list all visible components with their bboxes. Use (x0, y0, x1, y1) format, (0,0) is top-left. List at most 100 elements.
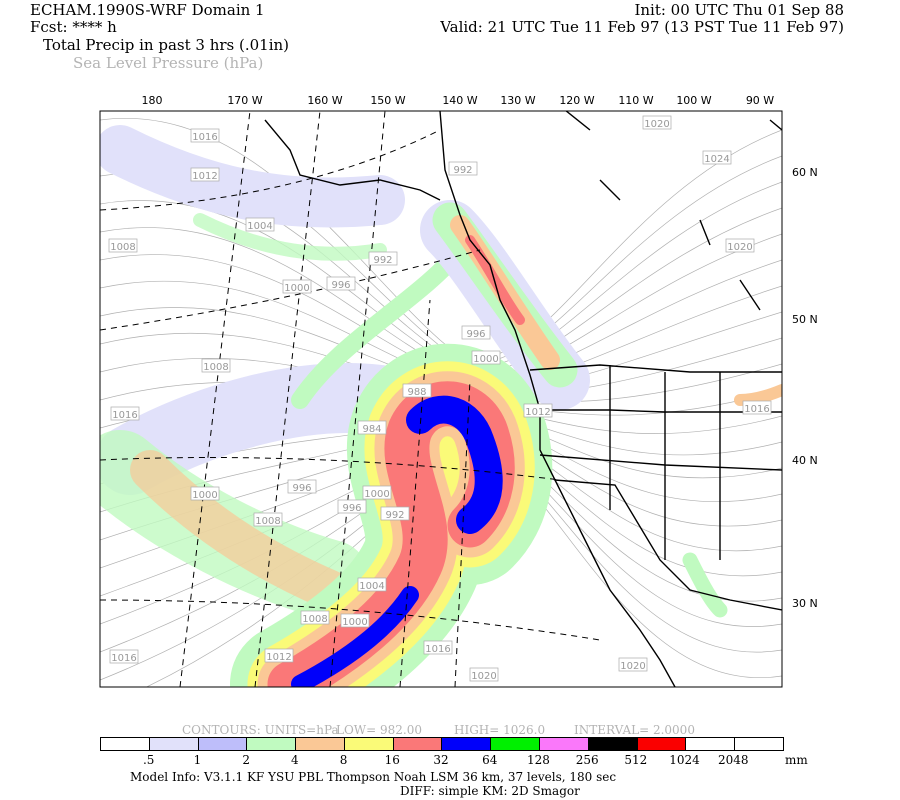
svg-text:1012: 1012 (192, 171, 217, 182)
lon-label: 160 W (307, 94, 342, 107)
pressure-label: 1012 (523, 403, 553, 418)
legend-swatch (491, 738, 541, 750)
legend-label: 128 (526, 753, 550, 767)
pressure-label: 1016 (110, 406, 140, 421)
svg-text:996: 996 (292, 483, 311, 494)
field-precip-label: Total Precip in past 3 hrs (.01in) (43, 36, 290, 54)
legend-swatch (198, 738, 248, 750)
legend-label: 2 (242, 753, 250, 767)
contour-low: LOW= 982.00 (336, 723, 422, 737)
lon-label: 90 W (746, 94, 774, 107)
contour-high: HIGH= 1026.0 (454, 723, 546, 737)
svg-text:1020: 1020 (620, 661, 645, 672)
pressure-label: 988 (402, 383, 432, 398)
legend-unit: mm (785, 753, 808, 767)
svg-text:1012: 1012 (525, 407, 550, 418)
lon-label: 170 W (227, 94, 262, 107)
legend-swatch (540, 738, 589, 750)
pressure-label: 1008 (201, 358, 231, 373)
pressure-label: 992 (448, 161, 478, 176)
pressure-label: 1020 (469, 667, 499, 682)
pressure-label: 1020 (725, 238, 755, 253)
svg-text:984: 984 (362, 424, 381, 435)
legend-label: 64 (482, 753, 498, 767)
precip-color-legend (100, 737, 784, 751)
model-info: Model Info: V3.1.1 KF YSU PBL Thompson N… (130, 770, 617, 784)
legend-swatch (101, 738, 150, 750)
legend-label: 16 (384, 753, 400, 767)
lat-label: 40 N (792, 454, 818, 467)
pressure-label: 1024 (702, 150, 732, 165)
legend-swatch (149, 738, 199, 750)
legend-label: .5 (142, 753, 155, 767)
coastlines (264, 111, 782, 687)
legend-label: 512 (624, 753, 648, 767)
lon-label: 150 W (370, 94, 405, 107)
lat-label: 30 N (792, 597, 818, 610)
map-frame (99, 110, 783, 688)
svg-text:992: 992 (385, 510, 404, 521)
forecast-hour: Fcst: **** h (30, 18, 117, 36)
legend-swatch (442, 738, 492, 750)
pressure-label: 1004 (245, 217, 275, 232)
svg-text:1016: 1016 (112, 410, 137, 421)
lat-label: 50 N (792, 313, 818, 326)
pressure-label: 1004 (357, 577, 387, 592)
svg-text:1016: 1016 (111, 653, 136, 664)
legend-label: 256 (575, 753, 599, 767)
lon-label: 130 W (500, 94, 535, 107)
svg-text:1000: 1000 (342, 617, 367, 628)
weather-map: 1016101210049929929961000100810081016996… (99, 94, 818, 688)
legend-swatch (247, 738, 297, 750)
svg-text:1008: 1008 (110, 242, 135, 253)
init-time: Init: 00 UTC Thu 01 Sep 88 (634, 1, 844, 19)
pressure-label: 1008 (108, 238, 138, 253)
svg-text:996: 996 (466, 329, 485, 340)
pressure-label: 996 (337, 499, 367, 514)
pressure-label: 1016 (423, 640, 453, 655)
pressure-label: 1008 (253, 512, 283, 527)
svg-text:1000: 1000 (284, 283, 309, 294)
lon-label: 120 W (559, 94, 594, 107)
lon-label: 180 (142, 94, 163, 107)
pressure-label: 996 (326, 276, 356, 291)
legend-label: 8 (339, 753, 348, 767)
legend-label: 1 (193, 753, 202, 767)
pressure-label: 1000 (190, 486, 220, 501)
pressure-label: 1012 (190, 167, 220, 182)
pressure-label: 1000 (362, 485, 392, 500)
legend-swatch (686, 738, 736, 750)
pressure-label: 992 (368, 251, 398, 266)
pressure-label: 1016 (109, 649, 139, 664)
legend-swatch (735, 738, 783, 750)
lat-labels: 60 N 50 N 40 N 30 N (792, 166, 818, 610)
svg-text:1008: 1008 (203, 362, 228, 373)
pressure-label: 1016 (190, 128, 220, 143)
pressure-label: 1008 (300, 610, 330, 625)
svg-text:1004: 1004 (359, 581, 384, 592)
legend-label: 1024 (669, 753, 700, 767)
lon-label: 140 W (442, 94, 477, 107)
legend-label: 2048 (718, 753, 749, 767)
legend-swatch (296, 738, 345, 750)
contour-units: CONTOURS: UNITS=hPa (182, 723, 339, 737)
graticule (100, 111, 601, 687)
svg-text:1020: 1020 (471, 671, 496, 682)
svg-text:1000: 1000 (192, 490, 217, 501)
svg-text:1008: 1008 (255, 516, 280, 527)
svg-text:1000: 1000 (473, 354, 498, 365)
svg-text:1020: 1020 (727, 242, 752, 253)
lon-label: 100 W (676, 94, 711, 107)
pressure-label: 992 (380, 506, 410, 521)
pressure-label: 1020 (618, 657, 648, 672)
legend-swatch (393, 738, 443, 750)
legend-swatch (637, 738, 687, 750)
precip-field (100, 125, 782, 687)
pressure-labels: 1016101210049929929961000100810081016996… (108, 115, 772, 682)
pressure-label: 1000 (340, 613, 370, 628)
lon-labels: 180 170 W 160 W 150 W 140 W 130 W 120 W 110 W 10… (142, 94, 775, 107)
valid-time: Valid: 21 UTC Tue 11 Feb 97 (13 PST Tue … (440, 18, 844, 36)
pressure-label: 1016 (742, 400, 772, 415)
pressure-label: 1020 (642, 115, 672, 130)
field-slp-label: Sea Level Pressure (hPa) (73, 54, 264, 72)
